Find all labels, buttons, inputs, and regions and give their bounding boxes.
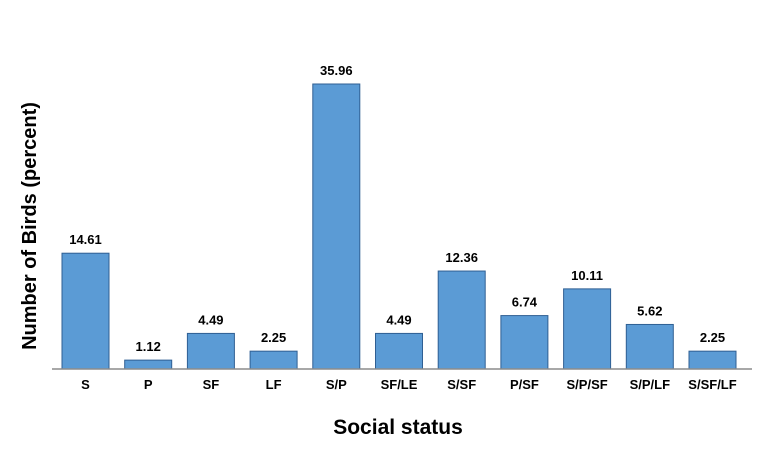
data-label: 4.49 bbox=[198, 312, 223, 327]
bar-sf-le bbox=[375, 332, 423, 370]
data-label: 2.25 bbox=[261, 330, 286, 345]
data-label: 4.49 bbox=[386, 312, 411, 327]
bars-group bbox=[61, 83, 737, 370]
data-label: 14.61 bbox=[69, 232, 102, 247]
bar-p-sf bbox=[500, 315, 549, 370]
x-tick-label: S/P/SF bbox=[567, 377, 608, 392]
data-label: 10.11 bbox=[571, 268, 603, 283]
x-axis-title: Social status bbox=[333, 416, 463, 439]
bar-s-p bbox=[312, 83, 361, 370]
x-tick-label: LF bbox=[266, 377, 282, 392]
bar-s-sf bbox=[437, 270, 486, 370]
x-tick-label: S/SF bbox=[447, 377, 476, 392]
bar-s-p-lf bbox=[625, 323, 674, 370]
data-label: 12.36 bbox=[445, 250, 478, 265]
bar-lf bbox=[249, 350, 298, 370]
data-label: 2.25 bbox=[700, 330, 725, 345]
x-tick-label: S bbox=[81, 377, 90, 392]
x-tick-label: S/P/LF bbox=[630, 377, 671, 392]
x-tick-label: P/SF bbox=[510, 377, 539, 392]
bar-sf bbox=[186, 332, 235, 370]
x-tick-label: S/P bbox=[326, 377, 347, 392]
data-labels-group: 14.61 1.12 4.49 2.25 35.96 4.49 12.36 6.74 10.11… bbox=[69, 63, 725, 354]
x-tick-label: SF bbox=[203, 377, 220, 392]
data-label: 35.96 bbox=[320, 63, 353, 78]
data-label: 5.62 bbox=[637, 303, 662, 318]
x-tick-label: SF/LE bbox=[381, 377, 418, 392]
bar-s-sf-lf bbox=[688, 350, 737, 370]
data-label: 6.74 bbox=[512, 295, 538, 310]
data-label: 1.12 bbox=[136, 339, 161, 354]
x-tick-label: P bbox=[144, 377, 153, 392]
bar-s-p-sf bbox=[563, 288, 612, 370]
x-tick-label: S/SF/LF bbox=[688, 377, 736, 392]
y-axis-title: Number of Birds (percent) bbox=[19, 102, 41, 350]
bar-s bbox=[61, 252, 110, 370]
bar-p bbox=[124, 359, 173, 370]
x-tick-labels-group: S P SF LF S/P SF/LE S/SF P/SF S/P/SF S/P/LF S/SF/L… bbox=[81, 377, 737, 392]
